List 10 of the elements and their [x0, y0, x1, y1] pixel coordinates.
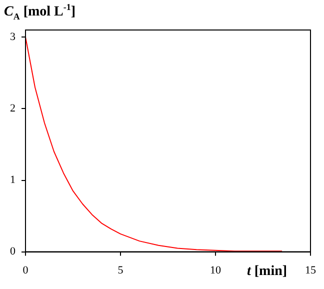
x-tick-label: 10 — [210, 264, 222, 276]
x-tick-label: 15 — [305, 264, 316, 276]
y-tick-label: 1 — [10, 174, 16, 186]
y-axis-title: C$_{A}$ [mol L$^{-1}$] — [4, 2, 76, 22]
y-tick-label: 2 — [10, 102, 16, 115]
y-tick-label: 3 — [10, 31, 16, 44]
x-tick-label: 5 — [118, 264, 124, 276]
x-axis-title: t [min] — [247, 264, 288, 280]
y-tick-label: 0 — [10, 246, 16, 258]
x-tick-label: 0 — [22, 264, 29, 276]
